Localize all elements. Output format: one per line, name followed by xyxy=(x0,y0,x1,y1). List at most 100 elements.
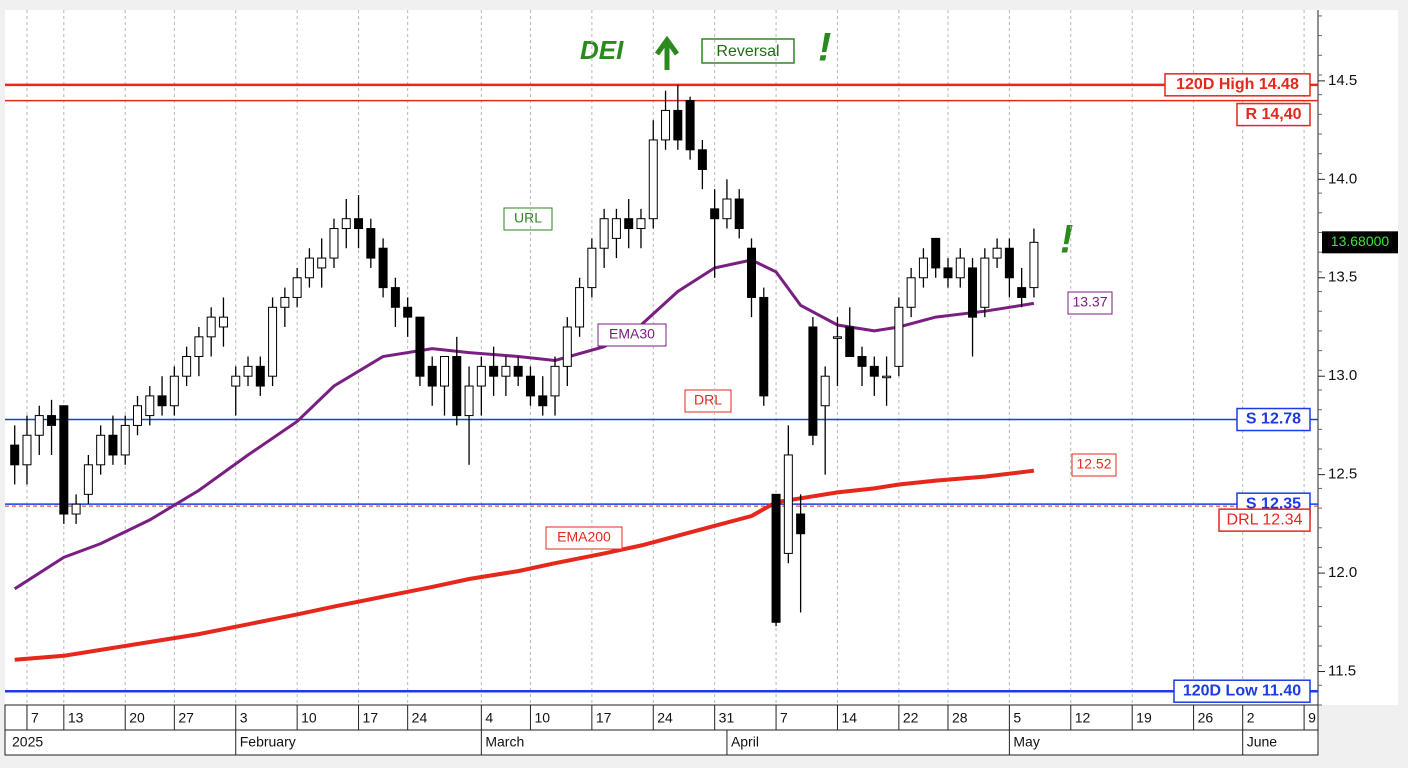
x-tick-label: 12 xyxy=(1075,710,1091,726)
candle-body xyxy=(648,139,658,220)
candle-body xyxy=(734,198,744,230)
url-box xyxy=(503,207,553,231)
candle-body xyxy=(968,267,978,318)
candle-body xyxy=(59,405,69,515)
y-tick-label: 12.5 xyxy=(1328,466,1357,483)
candle-body xyxy=(685,100,695,151)
level-label: S 12.35 xyxy=(1246,495,1301,512)
level-label-box xyxy=(1218,508,1311,532)
line-label: EMA30 xyxy=(609,326,655,342)
level-label-box xyxy=(1173,679,1311,703)
candle-body xyxy=(243,365,253,377)
candle-body xyxy=(636,218,646,230)
candle-body xyxy=(452,356,462,417)
candle-body xyxy=(427,365,437,387)
candle-body xyxy=(538,395,548,407)
candle-body xyxy=(157,395,167,407)
candle-body xyxy=(317,257,327,269)
candle-body xyxy=(1017,287,1027,298)
indicator-line xyxy=(14,468,1035,662)
ema30-box xyxy=(597,323,667,347)
url-label: URL xyxy=(514,210,542,226)
month-label: 2025 xyxy=(12,734,43,750)
candle-body xyxy=(759,296,769,397)
candle-body xyxy=(931,237,941,269)
month-label: February xyxy=(240,734,296,750)
x-tick-label: 3 xyxy=(240,710,248,726)
candle-body xyxy=(71,503,81,515)
line-end-value: 13.37 xyxy=(1072,294,1107,310)
x-tick-label: 2 xyxy=(1247,710,1255,726)
last-price-box xyxy=(1322,231,1398,254)
x-tick-label: 27 xyxy=(178,710,194,726)
x-tick-label: 19 xyxy=(1136,710,1152,726)
candle-body xyxy=(587,247,597,289)
ema200-value-box xyxy=(1071,453,1117,477)
candle-body xyxy=(882,375,892,379)
candle-body xyxy=(501,365,511,377)
candle-body xyxy=(918,257,928,279)
level-label: 120D Low 11.40 xyxy=(1183,682,1301,699)
candle-body xyxy=(697,149,707,170)
candle-body xyxy=(280,296,290,308)
level-label-box xyxy=(1236,407,1311,432)
candle-body xyxy=(611,218,621,239)
candle-body xyxy=(120,424,130,456)
x-tick-label: 26 xyxy=(1198,710,1214,726)
level-label: R 14,40 xyxy=(1245,106,1301,123)
x-tick-label: 17 xyxy=(596,710,612,726)
candle-body xyxy=(747,247,756,298)
x-tick-label: 9 xyxy=(1308,710,1316,726)
indicator-line xyxy=(13,258,1035,591)
candle-body xyxy=(869,365,879,377)
candle-body xyxy=(832,336,842,339)
candle-body xyxy=(47,415,57,426)
candle-body xyxy=(624,218,634,230)
line-end-value: 12.52 xyxy=(1076,456,1111,472)
x-tick-label: 22 xyxy=(903,710,919,726)
y-tick-label: 13.0 xyxy=(1328,367,1357,384)
candle-body xyxy=(992,247,1002,259)
x-tick-label: 20 xyxy=(129,710,145,726)
x-tick-label: 7 xyxy=(780,710,788,726)
candle-body xyxy=(378,247,388,289)
x-tick-label: 10 xyxy=(534,710,550,726)
candle-body xyxy=(894,306,904,367)
month-label: May xyxy=(1013,734,1039,750)
y-tick-label: 13.5 xyxy=(1328,269,1357,286)
candle-body xyxy=(10,444,20,466)
candle-body xyxy=(268,306,278,377)
candle-body xyxy=(292,277,302,298)
candle-body xyxy=(808,326,818,436)
overlay-labels: EMA30 EMA200 13.37 12.52 xyxy=(545,291,1117,550)
symbol-annotation: DEI xyxy=(580,35,624,65)
alert-annotation: ! xyxy=(818,26,831,70)
x-tick-label: 13 xyxy=(68,710,84,726)
level-label-box xyxy=(1164,73,1311,97)
candle-body xyxy=(366,228,376,259)
y-tick-label: 14.0 xyxy=(1328,170,1357,187)
candle-body xyxy=(341,218,351,230)
level-label-box xyxy=(1236,102,1311,127)
candle-body xyxy=(145,395,155,417)
candle-body xyxy=(476,365,486,387)
candle-body xyxy=(771,493,781,623)
candle-body xyxy=(231,375,241,387)
candle-body xyxy=(796,513,806,535)
x-tick-label: 24 xyxy=(657,710,673,726)
x-tick-label: 17 xyxy=(363,710,379,726)
x-tick-label: 31 xyxy=(719,710,735,726)
candle-body xyxy=(783,454,793,554)
x-tick-label: 28 xyxy=(952,710,968,726)
signal-annotation: Reversal xyxy=(716,43,779,60)
drl-box xyxy=(684,389,732,413)
candle-body xyxy=(845,326,855,358)
y-tick-label: 12.0 xyxy=(1328,564,1357,581)
candle-body xyxy=(980,257,990,308)
candle-body xyxy=(489,365,499,377)
month-label: April xyxy=(731,734,759,750)
candle-body xyxy=(329,228,339,259)
month-label: March xyxy=(485,734,524,750)
y-tick-label: 11.5 xyxy=(1328,662,1356,679)
candle-body xyxy=(550,365,560,397)
